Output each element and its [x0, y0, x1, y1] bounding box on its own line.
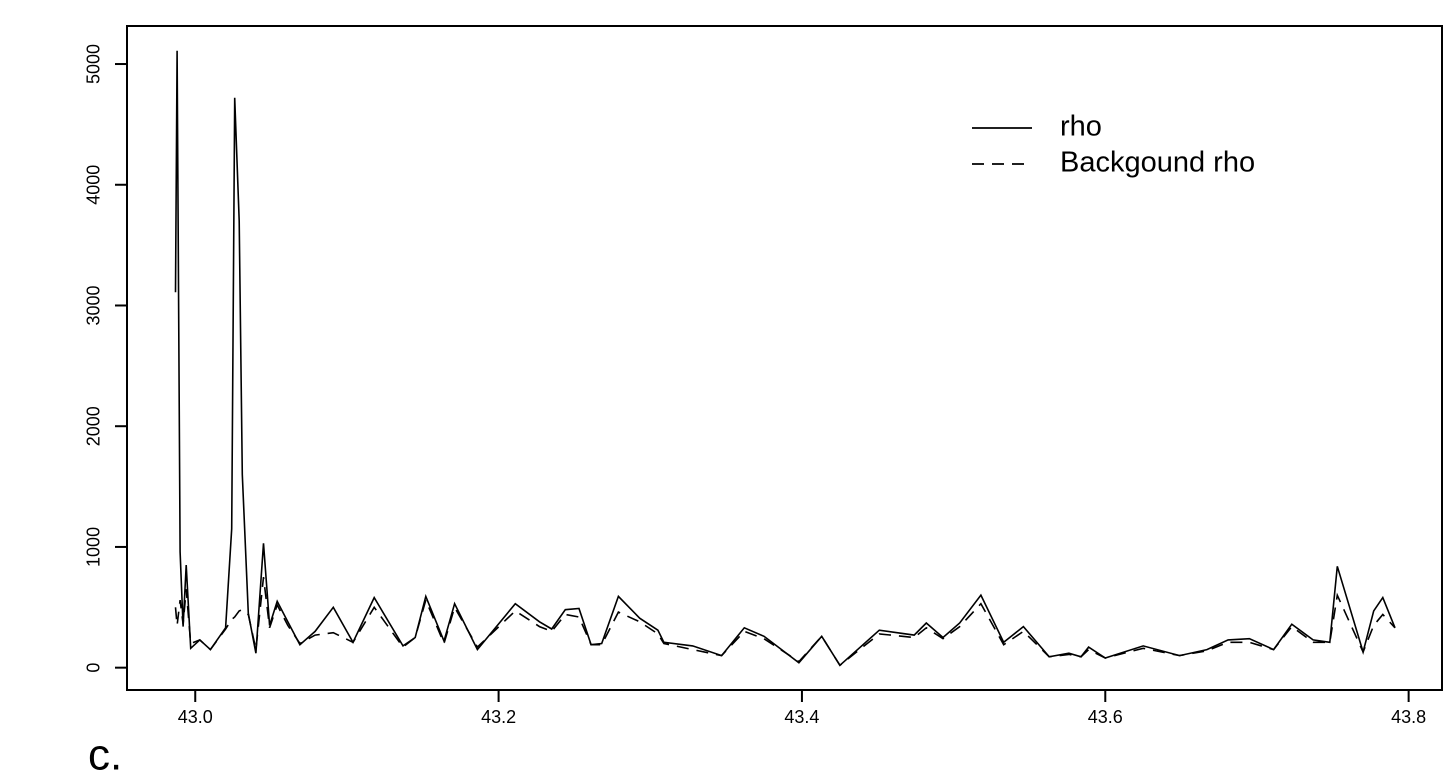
- y-tick-label: 4000: [84, 165, 104, 205]
- data-line: [174, 577, 1396, 667]
- y-tick-label: 3000: [84, 285, 104, 325]
- plot-box: [126, 25, 1443, 691]
- x-tick-label: 43.6: [1088, 707, 1123, 727]
- data-line: [174, 50, 1396, 667]
- x-tick-label: 43.0: [178, 707, 213, 727]
- y-tick-label: 1000: [84, 527, 104, 567]
- y-tick-label: 0: [84, 663, 104, 673]
- panel-label: c.: [88, 731, 122, 780]
- x-tick-label: 43.8: [1391, 707, 1426, 727]
- legend-label: rho: [1060, 111, 1102, 143]
- legend-label: Backgound rho: [1060, 147, 1255, 179]
- x-tick-label: 43.4: [784, 707, 819, 727]
- x-tick-label: 43.2: [481, 707, 516, 727]
- y-tick-label: 5000: [84, 44, 104, 84]
- y-tick-label: 2000: [84, 406, 104, 446]
